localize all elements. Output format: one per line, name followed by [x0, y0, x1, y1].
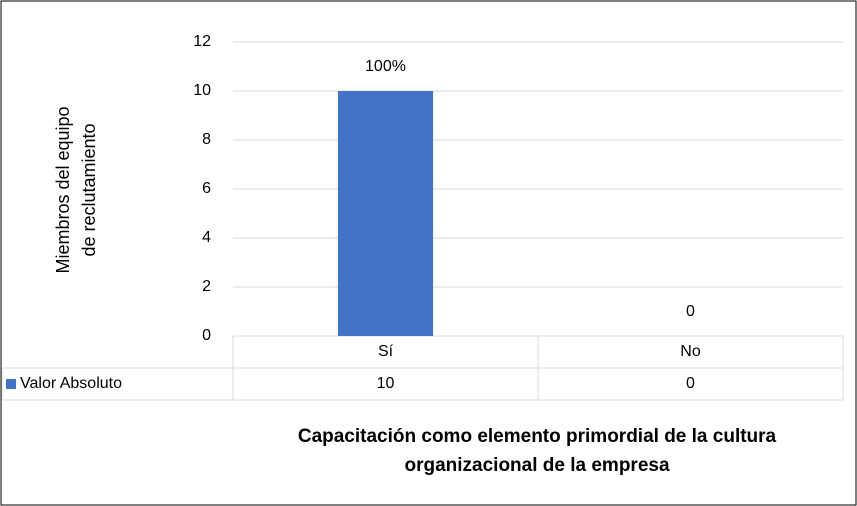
- legend-label: Valor Absoluto: [20, 375, 122, 392]
- table-value: 0: [686, 375, 695, 392]
- y-tick-label: 6: [202, 180, 211, 197]
- data-label: 100%: [365, 58, 406, 75]
- table-value: 10: [377, 375, 395, 392]
- data-label: 0: [686, 303, 695, 320]
- y-tick-label: 4: [202, 229, 211, 246]
- x-tick-label: No: [680, 343, 701, 360]
- y-tick-label: 2: [202, 278, 211, 295]
- y-tick-label: 8: [202, 131, 211, 148]
- y-tick-label: 12: [193, 33, 211, 50]
- y-tick-label: 0: [202, 327, 211, 344]
- y-axis-label-line: de reclutamiento: [79, 123, 99, 256]
- y-tick-label: 10: [193, 82, 211, 99]
- x-tick-label: Sí: [378, 343, 394, 360]
- legend-swatch: [6, 379, 16, 389]
- y-axis-label: Miembros del equipo de reclutamiento: [53, 106, 99, 273]
- y-axis-label-line: Miembros del equipo: [53, 106, 73, 273]
- bar: [337, 91, 434, 336]
- x-axis-label-line: Capacitación como elemento primordial de…: [298, 426, 777, 447]
- x-axis-label-line: organizacional de la empresa: [404, 455, 669, 476]
